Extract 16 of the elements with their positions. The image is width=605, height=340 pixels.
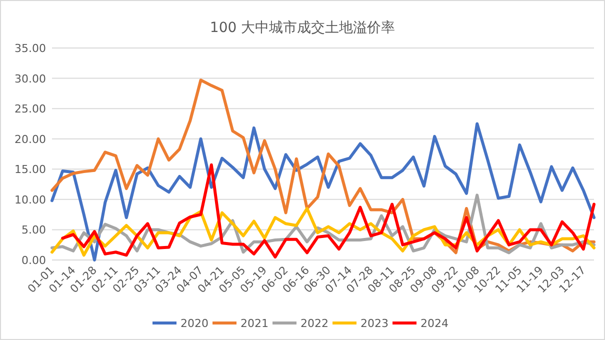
y-tick-label: 5.00 (22, 224, 46, 237)
line-series (61, 163, 596, 258)
y-tick-label: 15.00 (14, 163, 46, 176)
legend-label: 2023 (360, 317, 388, 330)
y-tick-label: 25.00 (14, 102, 46, 116)
chart-title: 100 大中城市成交土地溢价率 (210, 20, 396, 36)
y-tick-label: 35.00 (14, 42, 46, 55)
line-series (50, 122, 596, 262)
y-tick-label: 10.00 (14, 193, 46, 206)
y-tick-label: 0.00 (22, 254, 46, 267)
y-tick-label: 20.00 (14, 132, 46, 146)
legend-label: 2021 (240, 317, 268, 330)
legend-label: 2020 (180, 317, 208, 330)
legend-label: 2024 (420, 317, 448, 330)
legend-label: 2022 (300, 317, 328, 330)
y-tick-label: 30.00 (14, 72, 46, 86)
